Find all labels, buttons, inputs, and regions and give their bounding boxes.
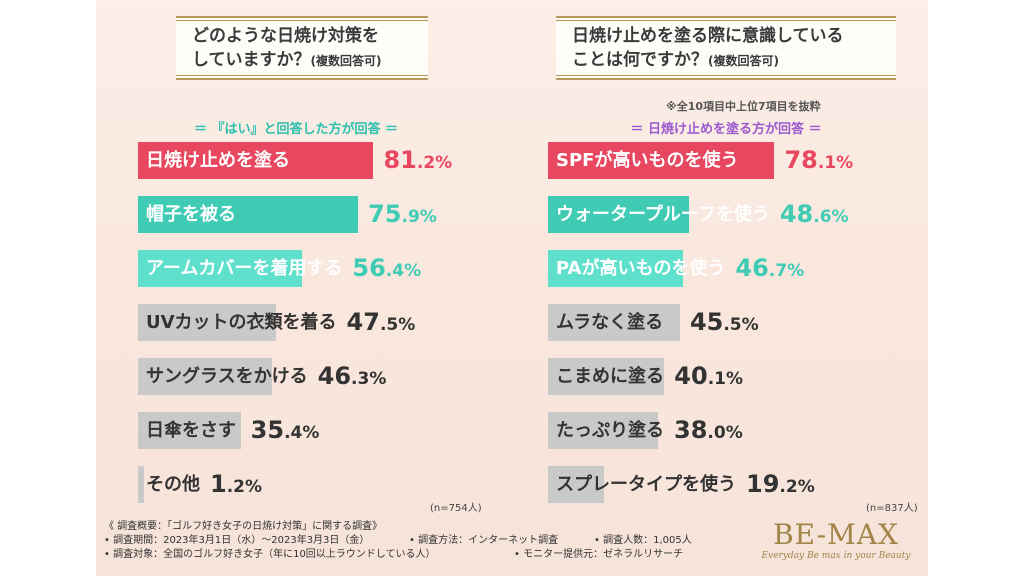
right-bar-label: SPFが高いものを使う: [556, 150, 739, 171]
right-bar-row: たっぷり塗る 38.0%: [548, 412, 908, 449]
right-bar: [548, 250, 684, 287]
right-bar-value: 46.7%: [735, 254, 805, 282]
left-bar-value: 56.4%: [352, 254, 422, 282]
left-bar-label: 帽子を被る: [146, 204, 236, 225]
footer-title: 《 調査概要：「ゴルフ好き女子の日焼け対策」に関する調査》: [104, 521, 383, 532]
left-bar-row: 日傘をさす 35.4%: [138, 412, 498, 449]
right-bar-value: 48.6%: [779, 200, 849, 228]
right-bar: [548, 304, 680, 341]
right-bar-value: 45.5%: [689, 308, 759, 336]
right-bar-row: SPFが高いものを使う 78.1%: [548, 142, 908, 179]
right-bar-label: ムラなく塗る: [556, 312, 664, 333]
right-title-line2: ことは何ですか？: [572, 50, 708, 70]
right-bar-label: スプレータイプを使う: [556, 474, 736, 495]
left-bar-row: UVカットの衣類を着る 47.5%: [138, 304, 498, 341]
right-bar-row: ウォータープルーフを使う 48.6%: [548, 196, 908, 233]
left-bar-label: 日焼け止めを塗る: [146, 150, 290, 171]
left-bar: [138, 304, 276, 341]
left-sublabel: ＝ 『はい』と回答した方が回答 ＝: [193, 122, 399, 137]
left-bar-label: アームカバーを着用する: [146, 258, 343, 279]
infographic: どのような日焼け対策を していますか？(複数回答可) 日焼け止めを塗る際に意識し…: [96, 0, 928, 576]
right-bar-row: PAが高いものを使う 46.7%: [548, 250, 908, 287]
right-note: ※全10項目中上位7項目を抜粋: [666, 100, 821, 113]
right-bar-row: スプレータイプを使う 19.2%: [548, 466, 908, 503]
right-title-box: 日焼け止めを塗る際に意識している ことは何ですか？(複数回答可): [556, 16, 896, 80]
right-bar-label: ウォータープルーフを使う: [556, 204, 770, 225]
right-bar: [548, 412, 659, 449]
left-title-line1: どのような日焼け対策を: [192, 26, 379, 46]
footer-count: • 調査人数：1,005人: [594, 535, 692, 546]
left-bar-row: 日焼け止めを塗る 81.2%: [138, 142, 498, 179]
right-bar-label: こまめに塗る: [556, 366, 664, 387]
right-bar: [548, 196, 689, 233]
left-bar-value: 35.4%: [250, 416, 320, 444]
right-sublabel: ＝ 日焼け止めを塗る方が回答 ＝: [630, 122, 822, 137]
left-bar: [138, 358, 273, 395]
right-bar-value: 19.2%: [746, 470, 815, 498]
left-bar-label: サングラスをかける: [146, 366, 308, 387]
left-title-line2: していますか？: [192, 50, 311, 70]
left-bar-value: 75.9%: [368, 200, 437, 228]
left-bar-value: 1.2%: [210, 470, 263, 498]
right-bar-label: PAが高いものを使う: [556, 258, 726, 279]
left-bar-row: 帽子を被る 75.9%: [138, 196, 498, 233]
left-bar-value: 81.2%: [383, 146, 453, 174]
right-title-suffix: (複数回答可): [708, 54, 779, 68]
left-n-label: (n=754人): [430, 503, 482, 514]
right-n-label: (n=837人): [866, 503, 918, 514]
left-bar-value: 46.3%: [317, 362, 387, 390]
right-bar-label: たっぷり塗る: [556, 420, 664, 441]
footer-method: • 調査方法：インターネット調査: [409, 535, 559, 546]
left-bar: [138, 412, 241, 449]
left-bar-label: UVカットの衣類を着る: [146, 312, 337, 333]
logo-tagline: Everyday Be max in your Beauty: [761, 551, 911, 561]
footer-period: • 調査期間：2023年3月1日（水）〜2023年3月3日（金）: [104, 535, 370, 546]
footer-target: • 調査対象：全国のゴルフ好き女子（年に10回以上ラウンドしている人）: [104, 549, 436, 560]
right-bar: [548, 142, 775, 179]
right-bar: [548, 466, 604, 503]
left-bar: [138, 466, 144, 503]
footer-provider: • モニター提供元：ゼネラルリサーチ: [514, 549, 684, 560]
right-bar-value: 38.0%: [674, 416, 743, 444]
left-title-box: どのような日焼け対策を していますか？(複数回答可): [176, 16, 428, 80]
left-bar-label: 日傘をさす: [146, 420, 236, 441]
left-title-suffix: (複数回答可): [310, 54, 382, 68]
left-bar-row: アームカバーを着用する 56.4%: [138, 250, 498, 287]
left-bar: [138, 250, 302, 287]
left-bar-row: サングラスをかける 46.3%: [138, 358, 498, 395]
right-bar-row: ムラなく塗る 45.5%: [548, 304, 908, 341]
right-bar-value: 78.1%: [784, 146, 854, 174]
logo-text: BE-MAX: [773, 518, 899, 551]
be-max-logo: BE-MAX Everyday Be max in your Beauty: [746, 518, 926, 561]
left-bar-value: 47.5%: [346, 308, 416, 336]
left-bar: [138, 196, 359, 233]
left-bar: [138, 142, 374, 179]
right-bar-row: こまめに塗る 40.1%: [548, 358, 908, 395]
left-bar-label: その他: [146, 474, 200, 495]
right-bar: [548, 358, 665, 395]
left-bar-row: その他 1.2%: [138, 466, 498, 503]
right-title-line1: 日焼け止めを塗る際に意識している: [572, 26, 844, 46]
right-bar-value: 40.1%: [674, 362, 744, 390]
